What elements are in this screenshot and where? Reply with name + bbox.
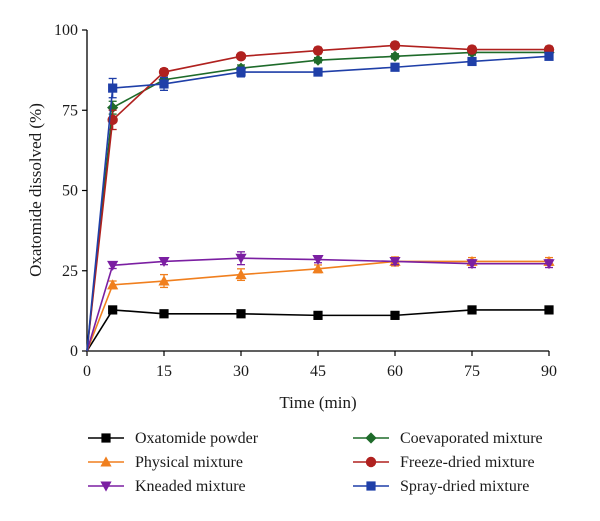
data-point <box>312 263 324 274</box>
legend-marker <box>366 481 376 491</box>
data-point <box>390 62 400 72</box>
data-point <box>390 310 400 320</box>
data-point <box>235 269 247 280</box>
data-point <box>313 310 323 320</box>
legend-label: Physical mixture <box>135 454 243 471</box>
data-point <box>466 44 478 55</box>
x-tick-label: 75 <box>464 363 480 380</box>
x-tick-label: 60 <box>387 363 403 380</box>
x-tick-label: 30 <box>233 363 249 380</box>
legend-item-3: Kneaded mixture <box>88 478 246 495</box>
data-point <box>389 50 401 62</box>
x-tick-label: 45 <box>310 363 326 380</box>
data-point <box>312 45 324 56</box>
data-point <box>466 259 478 270</box>
data-point <box>389 40 401 51</box>
data-point <box>236 67 246 77</box>
data-point <box>107 279 119 290</box>
series-2 <box>86 255 555 352</box>
data-point <box>108 305 118 315</box>
data-point <box>107 260 119 271</box>
data-point <box>158 66 170 78</box>
data-point <box>235 51 247 62</box>
data-point <box>235 253 247 264</box>
series-line <box>86 44 549 352</box>
data-point <box>159 79 169 89</box>
legend-marker <box>100 456 112 467</box>
legend-item-4: Coevaporated mixture <box>353 430 543 447</box>
x-tick-label: 90 <box>541 363 557 380</box>
x-axis-title: Time (min) <box>279 393 356 412</box>
series-layer <box>86 40 555 352</box>
axes: 0 25 50 75 100 0 15 30 45 60 75 90 <box>54 22 557 380</box>
data-point <box>312 255 324 266</box>
series-line <box>86 51 549 352</box>
data-point <box>543 259 555 270</box>
legend-item-1: Oxatomide powder <box>88 430 259 447</box>
data-point <box>312 54 324 66</box>
y-axis-title: Oxatomide dissolved (%) <box>26 103 45 277</box>
legend-marker <box>101 433 111 443</box>
data-point <box>467 305 477 315</box>
y-tick-label: 50 <box>62 183 78 200</box>
legend-label: Coevaporated mixture <box>400 430 543 447</box>
legend-item-6: Spray-dried mixture <box>353 478 529 495</box>
series-3 <box>86 251 555 352</box>
data-point <box>108 83 118 93</box>
series-1 <box>86 305 554 352</box>
legend-label: Kneaded mixture <box>135 478 246 495</box>
x-tick-label: 0 <box>83 363 91 380</box>
data-point <box>158 256 170 268</box>
data-point <box>467 56 477 67</box>
legend: Oxatomide powder Physical mixture Kneaded … <box>88 430 543 495</box>
data-point <box>158 275 170 286</box>
series-line <box>86 55 550 352</box>
data-point <box>313 67 323 77</box>
legend-label: Oxatomide powder <box>135 430 259 447</box>
legend-marker <box>365 432 377 444</box>
data-point <box>236 309 246 319</box>
series-line <box>86 309 549 352</box>
data-point <box>389 256 401 268</box>
y-tick-label: 75 <box>62 102 78 119</box>
legend-marker <box>100 481 112 492</box>
legend-item-5: Freeze-dried mixture <box>353 454 535 471</box>
series-line <box>86 260 549 352</box>
series-5 <box>86 40 555 352</box>
data-point <box>544 305 554 315</box>
x-tick-label: 15 <box>156 363 172 380</box>
legend-item-2: Physical mixture <box>88 454 243 471</box>
series-6 <box>86 51 554 352</box>
series-4 <box>86 46 555 352</box>
legend-marker <box>365 456 377 468</box>
series-line <box>86 257 549 352</box>
y-tick-label: 25 <box>62 263 78 280</box>
legend-label: Spray-dried mixture <box>400 478 529 495</box>
data-point <box>544 51 554 61</box>
legend-label: Freeze-dried mixture <box>400 454 535 471</box>
y-tick-label: 0 <box>70 343 78 360</box>
data-point <box>159 309 169 319</box>
y-tick-label: 100 <box>54 22 78 39</box>
